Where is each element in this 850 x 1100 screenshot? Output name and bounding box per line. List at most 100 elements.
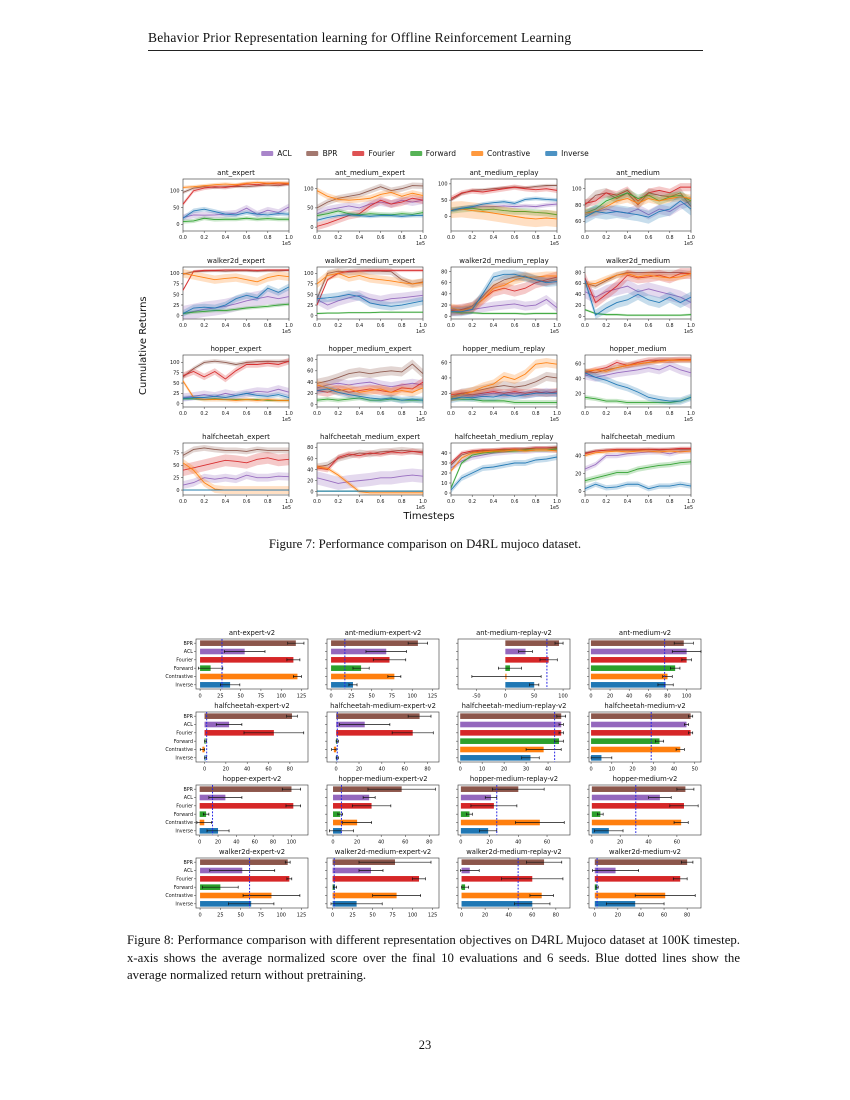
bar-contrastive xyxy=(200,892,272,899)
svg-text:0.4: 0.4 xyxy=(490,323,498,329)
svg-text:0.0: 0.0 xyxy=(581,235,589,241)
svg-text:0.8: 0.8 xyxy=(532,499,540,505)
bar-fourier xyxy=(505,657,549,663)
subplot-title: ant_medium xyxy=(616,169,660,177)
svg-text:0.6: 0.6 xyxy=(511,499,519,505)
bar-category-label: BPR xyxy=(183,714,193,720)
bar-bpr xyxy=(336,713,420,719)
svg-text:1e5: 1e5 xyxy=(282,417,291,423)
line-chart-halfcheetah_medium: halfcheetah_medium 0 20 40 0.0 0.2 0.4 0.6 0.8 1.… xyxy=(575,433,695,511)
svg-text:0.6: 0.6 xyxy=(377,411,385,417)
bar-acl xyxy=(200,648,245,655)
bar-fourier xyxy=(332,876,419,882)
svg-text:0.6: 0.6 xyxy=(377,235,385,241)
bar-inverse xyxy=(460,755,531,761)
svg-text:60: 60 xyxy=(252,840,258,846)
subplot-title: walker2d_expert xyxy=(207,257,265,265)
bar-category-label: ACL xyxy=(184,795,194,801)
svg-text:1.0: 1.0 xyxy=(553,411,561,417)
svg-text:40: 40 xyxy=(378,840,384,846)
subplot-title: hopper-expert-v2 xyxy=(223,775,282,783)
bar-category-label: BPR xyxy=(183,787,193,793)
svg-text:0.6: 0.6 xyxy=(645,235,653,241)
svg-text:0.8: 0.8 xyxy=(398,235,406,241)
subplot-title: halfcheetah_medium_expert xyxy=(320,433,420,441)
svg-text:60: 60 xyxy=(544,840,550,846)
svg-text:40: 40 xyxy=(379,767,385,773)
svg-text:25: 25 xyxy=(217,694,223,700)
bar-chart-walker2d-medium-replay-v2: walker2d-medium-replay-v2 0 20 40 60 80 xyxy=(456,848,571,918)
bar-chart-ant-medium-expert-v2: ant-medium-expert-v2 0 25 50 75 100 125 xyxy=(325,629,440,700)
svg-text:0.2: 0.2 xyxy=(602,499,610,505)
subplot-title: hopper_medium_expert xyxy=(328,345,412,353)
bar-forward xyxy=(591,738,660,744)
svg-text:50: 50 xyxy=(173,381,179,387)
bar-forward xyxy=(333,811,341,817)
svg-text:0.2: 0.2 xyxy=(468,235,476,241)
svg-text:25: 25 xyxy=(348,694,354,700)
svg-text:20: 20 xyxy=(356,767,362,773)
svg-text:1e5: 1e5 xyxy=(282,505,291,511)
legend-swatch-bpr xyxy=(306,151,319,156)
bar-bpr xyxy=(591,786,686,792)
svg-text:1.0: 1.0 xyxy=(419,235,427,241)
svg-text:100: 100 xyxy=(304,271,314,277)
svg-text:0: 0 xyxy=(310,489,313,495)
svg-text:60: 60 xyxy=(661,913,667,919)
svg-text:1e5: 1e5 xyxy=(416,241,425,247)
legend-label: BPR xyxy=(322,149,338,158)
header-rule xyxy=(148,50,703,51)
bar-forward xyxy=(460,738,560,744)
svg-text:20: 20 xyxy=(575,391,581,397)
svg-text:1.0: 1.0 xyxy=(285,323,293,329)
subplot-title: halfcheetah-medium-expert-v2 xyxy=(330,702,436,710)
legend-item-acl: ACL xyxy=(261,149,292,158)
subplot-title: hopper_medium xyxy=(609,345,666,353)
svg-text:0.4: 0.4 xyxy=(624,235,632,241)
bar-contrastive xyxy=(590,673,668,680)
svg-text:125: 125 xyxy=(428,913,438,919)
bar-bpr xyxy=(594,859,688,865)
svg-text:10: 10 xyxy=(609,767,615,773)
line-chart-ant_medium_expert: ant_medium_expert 0 50 100 0.0 0.2 0.4 0.6 0.8 1.… xyxy=(304,169,427,247)
svg-text:1.0: 1.0 xyxy=(687,499,695,505)
bar-fourier xyxy=(590,657,687,663)
figure7-chart-grid: ant_expert 0 50 100 0.0 0.2 0.4 0.6 0.8 1.0 1e5 ant… xyxy=(161,166,697,518)
bar-fourier xyxy=(204,730,274,736)
bar-bpr xyxy=(200,859,288,865)
line-chart-walker2d_medium_replay: walker2d_medium_replay 0 20 40 60 80 0.0 0.2 0.4… xyxy=(441,257,561,335)
svg-text:60: 60 xyxy=(402,840,408,846)
bar-category-label: Forward xyxy=(174,666,193,672)
svg-text:80: 80 xyxy=(270,840,276,846)
bar-chart-walker2d-medium-v2: walker2d-medium-v2 0 20 40 60 80 xyxy=(587,848,702,919)
subplot-title: walker2d_medium_expert xyxy=(325,257,416,265)
svg-text:100: 100 xyxy=(407,694,417,700)
line-chart-hopper_expert: hopper_expert 0 25 50 75 100 0.0 0.2 0.4 0.6 0.8 1.… xyxy=(170,345,293,423)
svg-text:100: 100 xyxy=(438,182,448,188)
bar-fourier xyxy=(331,657,390,663)
bar-contrastive xyxy=(332,892,397,899)
subplot-title: hopper-medium-v2 xyxy=(613,775,678,783)
svg-text:0.8: 0.8 xyxy=(264,323,272,329)
svg-text:0.6: 0.6 xyxy=(511,235,519,241)
svg-text:0: 0 xyxy=(459,840,462,846)
bar-category-label: Fourier xyxy=(176,731,193,737)
svg-text:0.0: 0.0 xyxy=(179,323,187,329)
bar-contrastive xyxy=(591,746,681,753)
svg-text:125: 125 xyxy=(428,694,438,700)
svg-text:1e5: 1e5 xyxy=(416,417,425,423)
svg-text:20: 20 xyxy=(441,303,447,309)
svg-text:0.8: 0.8 xyxy=(264,235,272,241)
svg-text:0: 0 xyxy=(198,694,201,700)
legend-item-bpr: BPR xyxy=(306,149,338,158)
svg-text:60: 60 xyxy=(441,360,447,366)
bar-fourier xyxy=(200,876,290,882)
line-chart-hopper_medium_expert: hopper_medium_expert 0 20 40 60 80 0.0 0.2 0.4 0.… xyxy=(307,345,427,423)
figure7-legend: ACL BPR Fourier Forward Contrastive Inverse xyxy=(261,149,589,158)
svg-text:60: 60 xyxy=(402,767,408,773)
bar-category-label: Inverse xyxy=(175,902,193,908)
svg-text:0.8: 0.8 xyxy=(666,323,674,329)
bar-fourier xyxy=(461,876,533,882)
svg-text:40: 40 xyxy=(441,451,447,457)
